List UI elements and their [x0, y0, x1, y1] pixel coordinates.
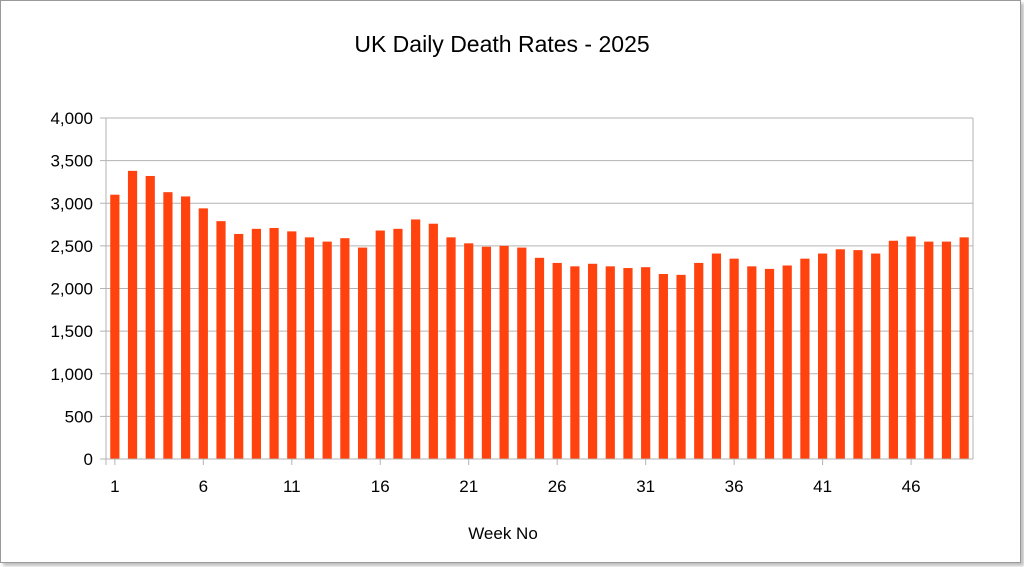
bar-week-47	[924, 241, 934, 459]
bar-week-32	[658, 274, 668, 459]
bar-week-30	[623, 268, 633, 459]
x-tick-label: 11	[283, 477, 301, 496]
bar-week-44	[871, 253, 881, 459]
bar-week-43	[853, 250, 863, 459]
bar-week-22	[481, 246, 492, 459]
bar-week-10	[269, 227, 279, 459]
x-tick-label: 31	[636, 477, 655, 496]
bar-week-11	[287, 231, 297, 459]
y-tick-label: 2,000	[50, 280, 93, 299]
bar-week-35	[711, 253, 722, 459]
bar-week-49	[959, 237, 969, 459]
chart-title: UK Daily Death Rates - 2025	[354, 31, 649, 57]
x-tick-label: 1	[110, 477, 119, 496]
bar-week-13	[322, 241, 332, 459]
bar-week-9	[251, 228, 261, 459]
y-tick-label: 4,000	[50, 109, 93, 128]
bar-week-37	[747, 266, 757, 459]
bars	[110, 170, 969, 460]
bar-week-17	[393, 228, 403, 459]
bar-week-36	[729, 258, 739, 459]
bar-week-26	[552, 262, 562, 459]
y-tick-label: 2,500	[50, 237, 93, 256]
x-tick-label: 21	[459, 477, 478, 496]
bar-week-28	[587, 263, 598, 459]
x-axis-tick-labels: 1 6 11 16 21 26 31 36 41 46	[110, 477, 920, 496]
bar-week-4	[163, 192, 173, 460]
bar-week-48	[941, 241, 952, 459]
bar-week-16	[375, 230, 385, 459]
bar-week-42	[835, 249, 845, 459]
x-tick-label: 46	[902, 477, 921, 496]
bar-week-7	[216, 221, 226, 459]
y-tick-label: 1,500	[50, 322, 93, 341]
bar-week-2	[127, 170, 138, 460]
bar-week-38	[764, 268, 775, 459]
y-tick-label: 500	[65, 407, 93, 426]
bar-week-21	[464, 243, 474, 459]
y-axis-tick-labels: 0 500 1,000 1,500 2,000 2,500 3,000 3,500 4,000	[50, 109, 93, 469]
bar-week-12	[304, 237, 315, 459]
bar-week-27	[570, 266, 580, 459]
y-tick-label: 0	[84, 450, 93, 469]
x-tick-label: 26	[548, 477, 567, 496]
bar-week-19	[428, 223, 438, 459]
bar-week-8	[234, 233, 244, 459]
x-tick-label: 6	[199, 477, 208, 496]
x-tick-label: 36	[725, 477, 744, 496]
bar-week-20	[446, 237, 456, 459]
bar-week-24	[517, 247, 527, 459]
bar-week-33	[676, 274, 686, 459]
bar-week-25	[534, 257, 545, 459]
bar-week-29	[605, 266, 615, 459]
bar-week-14	[340, 238, 350, 459]
x-axis-title: Week No	[468, 524, 538, 543]
y-tick-label: 3,000	[50, 194, 93, 213]
bar-week-3	[145, 175, 155, 459]
bar-week-1	[110, 194, 120, 459]
bar-week-46	[906, 236, 916, 459]
y-tick-label: 3,500	[50, 152, 93, 171]
bar-week-6	[198, 208, 208, 459]
bar-week-18	[411, 219, 421, 459]
bar-week-5	[181, 196, 191, 459]
bar-week-31	[641, 267, 651, 459]
bar-week-34	[694, 262, 704, 459]
bar-week-40	[800, 258, 810, 459]
y-tick-label: 1,000	[50, 365, 93, 384]
bar-week-45	[888, 240, 898, 459]
bar-week-23	[499, 245, 509, 459]
x-tick-label: 41	[813, 477, 832, 496]
bar-week-15	[357, 247, 368, 459]
bar-week-41	[818, 253, 828, 459]
bar-week-39	[782, 265, 792, 459]
x-tick-label: 16	[371, 477, 390, 496]
axes	[100, 117, 974, 465]
